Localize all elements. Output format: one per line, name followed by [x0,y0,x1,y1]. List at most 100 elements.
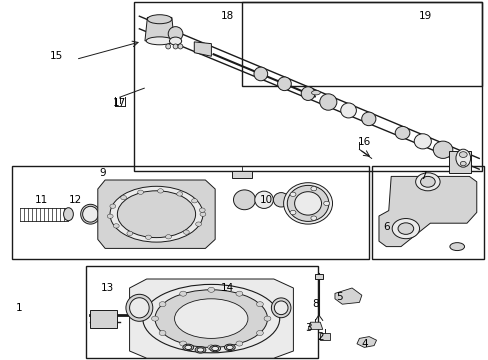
Circle shape [180,341,186,346]
Text: 6: 6 [382,222,389,232]
Circle shape [397,223,413,234]
Polygon shape [194,42,211,56]
Circle shape [235,341,243,346]
Ellipse shape [209,345,220,352]
Polygon shape [315,274,322,279]
Ellipse shape [253,67,267,81]
Polygon shape [320,333,329,340]
Ellipse shape [142,284,279,353]
Text: 1: 1 [16,303,23,313]
Polygon shape [334,288,361,304]
Ellipse shape [165,44,170,49]
Ellipse shape [294,192,321,215]
Ellipse shape [173,44,178,49]
Circle shape [207,345,214,350]
Circle shape [458,152,466,157]
Circle shape [191,199,197,203]
Ellipse shape [287,185,328,221]
Ellipse shape [81,204,100,224]
Text: 2: 2 [316,332,323,342]
Text: 12: 12 [69,195,82,205]
Bar [371,166,483,259]
Text: 7: 7 [419,171,426,181]
Ellipse shape [147,15,171,24]
Text: 13: 13 [101,283,114,293]
Ellipse shape [455,149,469,167]
Bar [134,2,481,171]
Ellipse shape [110,186,203,242]
Ellipse shape [155,290,267,347]
Polygon shape [447,151,469,172]
Ellipse shape [273,193,288,207]
Circle shape [159,330,165,336]
Polygon shape [307,322,322,329]
Ellipse shape [319,94,336,110]
Circle shape [200,212,205,216]
Circle shape [415,173,439,191]
Ellipse shape [394,126,409,139]
Circle shape [121,195,126,200]
Text: 18: 18 [220,11,234,21]
Circle shape [157,189,163,193]
Ellipse shape [168,27,183,41]
Bar [12,166,368,259]
Ellipse shape [283,183,332,224]
Ellipse shape [211,346,218,351]
Ellipse shape [174,299,247,338]
Circle shape [177,192,183,196]
Circle shape [110,204,116,208]
Text: 19: 19 [418,11,431,21]
Circle shape [183,230,189,234]
Polygon shape [378,176,476,247]
Ellipse shape [432,141,452,158]
Circle shape [420,176,434,187]
Ellipse shape [146,37,173,45]
Text: 5: 5 [336,292,343,302]
Circle shape [289,192,295,197]
Ellipse shape [301,87,314,100]
Ellipse shape [361,112,375,126]
Text: 4: 4 [360,339,367,349]
Text: 8: 8 [311,299,318,309]
Ellipse shape [129,298,149,318]
Ellipse shape [169,37,182,45]
Ellipse shape [233,190,255,210]
Circle shape [138,190,143,194]
Circle shape [289,210,295,215]
Ellipse shape [254,191,273,208]
Circle shape [256,302,263,307]
Circle shape [195,222,201,226]
Ellipse shape [274,301,287,315]
Text: 3: 3 [304,323,311,333]
Ellipse shape [413,134,430,149]
Text: 11: 11 [35,195,48,205]
Ellipse shape [126,294,152,321]
Circle shape [151,316,158,321]
Circle shape [310,186,316,191]
Bar [242,2,481,86]
Text: 16: 16 [357,137,370,147]
Polygon shape [98,180,215,248]
Circle shape [207,287,214,292]
Ellipse shape [178,44,183,49]
Circle shape [235,291,243,296]
Circle shape [459,161,465,166]
Ellipse shape [271,298,290,318]
Circle shape [179,291,186,296]
Ellipse shape [197,348,203,352]
Circle shape [199,208,205,212]
Circle shape [264,316,270,321]
Circle shape [107,214,113,219]
Ellipse shape [449,243,464,251]
Circle shape [256,330,263,336]
Ellipse shape [311,91,320,95]
Ellipse shape [226,345,233,350]
Circle shape [391,219,419,239]
Ellipse shape [195,347,205,353]
Ellipse shape [117,191,195,238]
Polygon shape [129,279,293,358]
Circle shape [323,201,329,206]
Circle shape [159,302,165,307]
Ellipse shape [184,345,191,350]
Polygon shape [144,17,174,41]
